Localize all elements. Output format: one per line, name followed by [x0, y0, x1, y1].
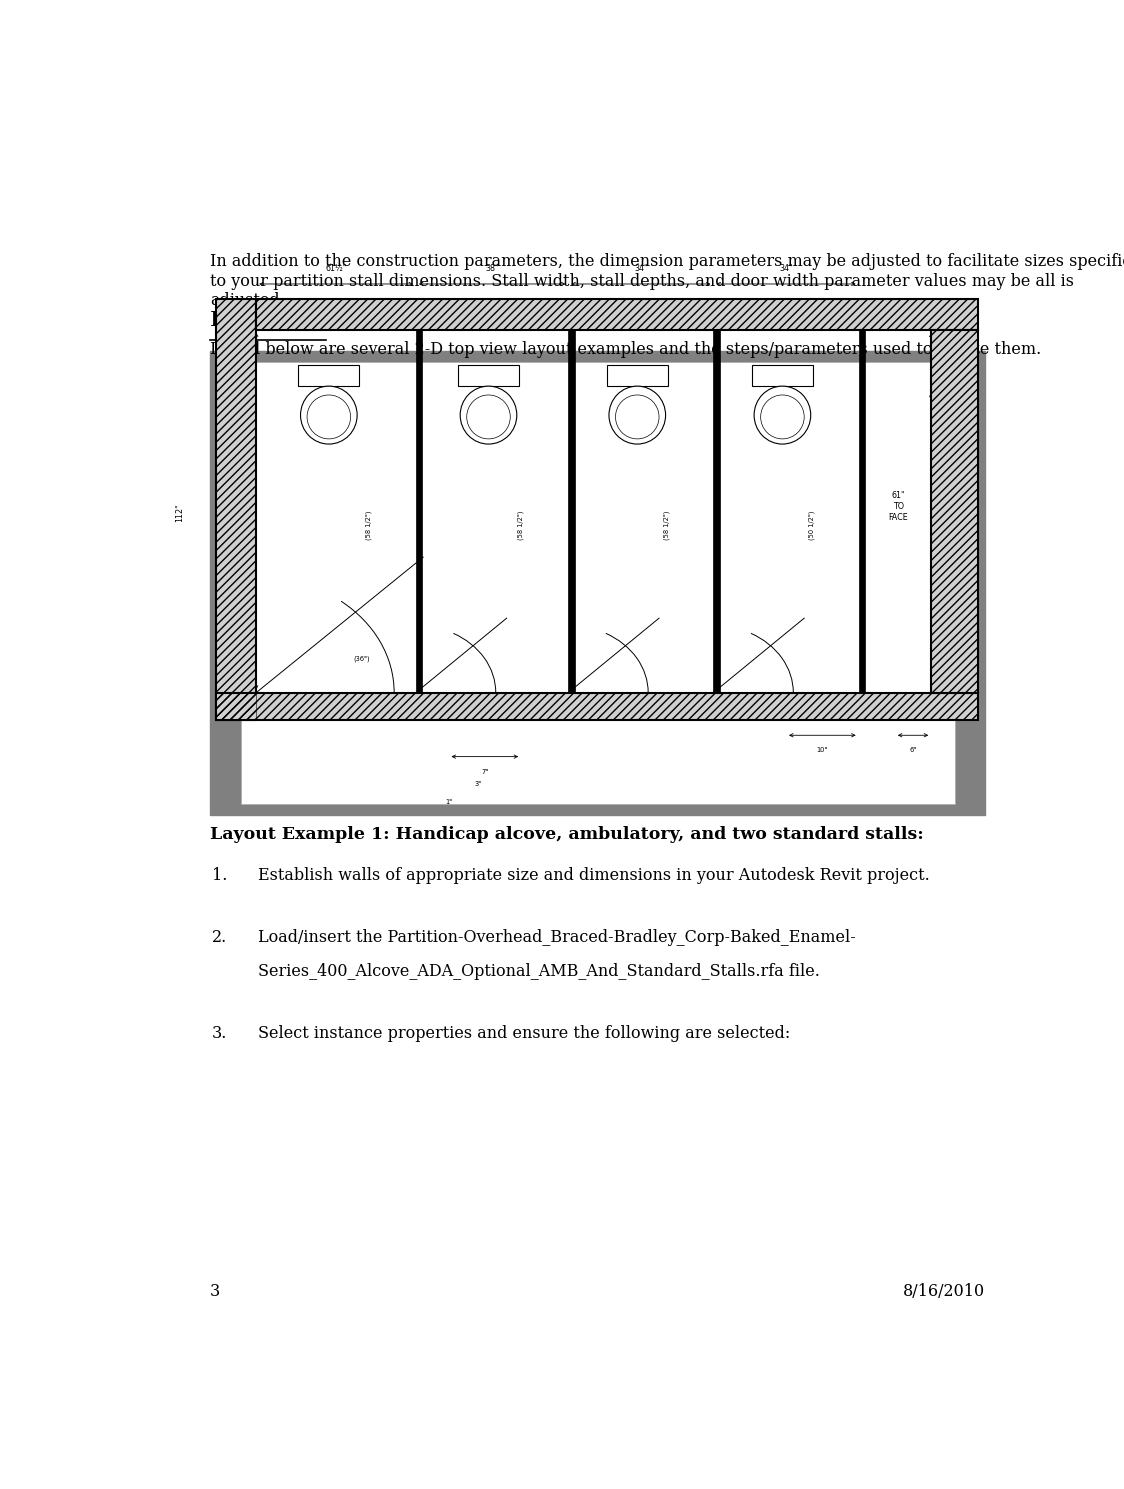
Text: (24"): (24") [716, 707, 733, 715]
Text: 34": 34" [779, 264, 792, 272]
Text: 112": 112" [175, 503, 184, 523]
Text: 1": 1" [387, 707, 395, 713]
Polygon shape [457, 365, 519, 386]
Ellipse shape [761, 395, 804, 439]
Text: (58 1/2"): (58 1/2") [663, 511, 670, 539]
Text: 18": 18" [945, 362, 959, 371]
Text: Examples:: Examples: [210, 311, 319, 329]
Text: 2.: 2. [212, 929, 227, 946]
Text: 7": 7" [481, 768, 489, 774]
Text: 6": 6" [909, 747, 917, 753]
Polygon shape [569, 329, 574, 692]
Text: 10": 10" [817, 747, 828, 753]
Text: In addition to the construction parameters, the dimension parameters may be adju: In addition to the construction paramete… [210, 253, 1124, 310]
Text: 3.: 3. [212, 1024, 227, 1042]
Text: Establish walls of appropriate size and dimensions in your Autodesk Revit projec: Establish walls of appropriate size and … [259, 867, 930, 883]
Ellipse shape [616, 395, 659, 439]
Text: 1.: 1. [212, 867, 227, 883]
Ellipse shape [460, 386, 517, 444]
Polygon shape [298, 365, 360, 386]
Ellipse shape [754, 386, 810, 444]
Polygon shape [216, 299, 256, 721]
Polygon shape [931, 329, 978, 692]
Text: 3⁄₄": 3⁄₄" [950, 348, 960, 354]
Polygon shape [752, 365, 813, 386]
Text: Select instance properties and ensure the following are selected:: Select instance properties and ensure th… [259, 1024, 790, 1042]
Polygon shape [714, 329, 720, 692]
FancyBboxPatch shape [210, 350, 986, 814]
Text: (24"): (24") [629, 707, 645, 715]
Text: 8/16/2010: 8/16/2010 [904, 1284, 986, 1300]
Text: 61½": 61½" [326, 264, 347, 272]
Text: Layout Example 1: Handicap alcove, ambulatory, and two standard stalls:: Layout Example 1: Handicap alcove, ambul… [210, 826, 924, 843]
Text: Listed below are several 2-D top view layout examples and the steps/parameters u: Listed below are several 2-D top view la… [210, 341, 1042, 359]
Text: (58 1/2"): (58 1/2") [518, 511, 525, 539]
Text: (36"): (36") [353, 655, 370, 663]
Ellipse shape [466, 395, 510, 439]
Text: (1"): (1") [964, 427, 971, 439]
Text: 61"
TO
FACE: 61" TO FACE [889, 491, 908, 523]
Text: 38": 38" [486, 264, 499, 272]
FancyBboxPatch shape [241, 362, 955, 804]
Polygon shape [256, 299, 978, 329]
Text: 3": 3" [474, 782, 481, 788]
Ellipse shape [307, 395, 351, 439]
Text: 34": 34" [634, 264, 647, 272]
Text: 3": 3" [427, 707, 434, 713]
Text: 1": 1" [445, 800, 452, 806]
Ellipse shape [609, 386, 665, 444]
Ellipse shape [300, 386, 357, 444]
Text: (34"): (34") [480, 707, 497, 715]
Text: 10: 10 [354, 707, 362, 713]
Text: (50 1/2"): (50 1/2") [808, 511, 815, 539]
Text: (58 1/2"): (58 1/2") [365, 511, 372, 539]
Text: 3: 3 [210, 1284, 220, 1300]
Text: Series_400_Alcove_ADA_Optional_AMB_And_Standard_Stalls.rfa file.: Series_400_Alcove_ADA_Optional_AMB_And_S… [259, 963, 821, 980]
Text: 10": 10" [294, 707, 306, 713]
Polygon shape [607, 365, 668, 386]
Text: (1"): (1") [964, 549, 971, 561]
Polygon shape [859, 329, 865, 692]
Polygon shape [416, 329, 423, 692]
Text: Load/insert the Partition-Overhead_Braced-Bradley_Corp-Baked_Enamel-: Load/insert the Partition-Overhead_Brace… [259, 929, 855, 946]
Polygon shape [216, 692, 978, 721]
